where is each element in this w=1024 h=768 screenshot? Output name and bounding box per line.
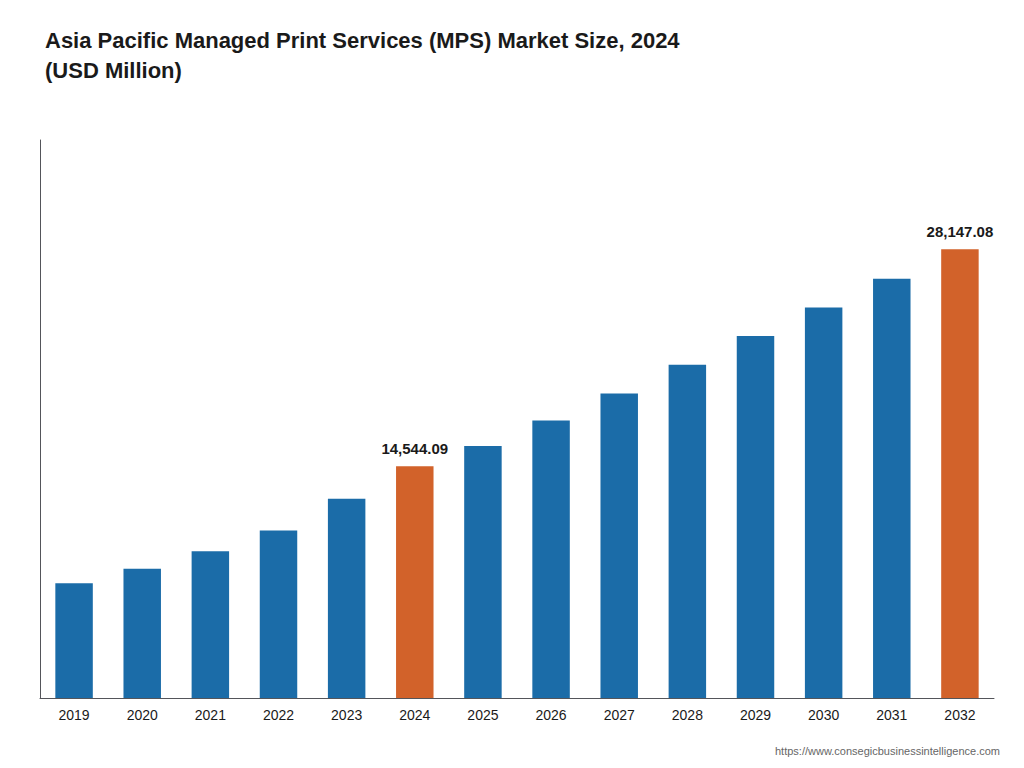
svg-text:2032: 2032	[944, 707, 975, 723]
svg-text:Asia Pacific Managed Print Ser: Asia Pacific Managed Print Services (MPS…	[45, 28, 680, 53]
svg-text:2021: 2021	[195, 707, 226, 723]
svg-text:2020: 2020	[127, 707, 158, 723]
svg-text:28,147.08: 28,147.08	[927, 223, 994, 240]
svg-text:2028: 2028	[672, 707, 703, 723]
svg-text:2026: 2026	[535, 707, 566, 723]
svg-text:2019: 2019	[58, 707, 89, 723]
svg-text:2029: 2029	[740, 707, 771, 723]
svg-text:2031: 2031	[876, 707, 907, 723]
svg-text:14,544.09: 14,544.09	[381, 440, 448, 457]
svg-text:2025: 2025	[467, 707, 498, 723]
svg-text:(USD Million): (USD Million)	[45, 58, 182, 83]
svg-text:https://www.consegicbusinessin: https://www.consegicbusinessintelligence…	[775, 745, 1000, 757]
svg-text:2027: 2027	[604, 707, 635, 723]
svg-text:2022: 2022	[263, 707, 294, 723]
svg-text:2030: 2030	[808, 707, 839, 723]
svg-text:2024: 2024	[399, 707, 430, 723]
svg-text:2023: 2023	[331, 707, 362, 723]
